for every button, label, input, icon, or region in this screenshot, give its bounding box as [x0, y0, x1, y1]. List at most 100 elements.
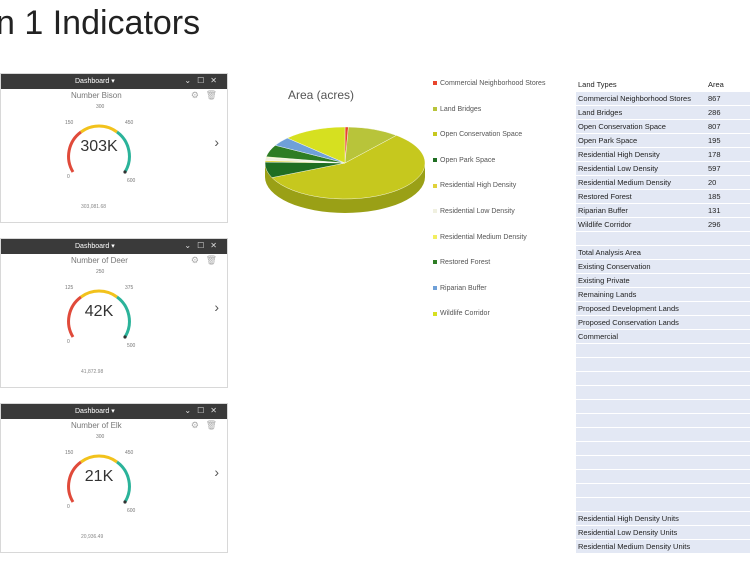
legend-item: Land Bridges: [433, 106, 481, 113]
legend-item: Commercial Neighborhood Stores: [433, 80, 545, 87]
legend-item: Open Conservation Space: [433, 131, 522, 138]
legend-swatch: [433, 234, 437, 239]
gauge-widget[interactable]: Dashboard ▾ ⌄☐✕ Number of Deer ⚙ 🗑 42K 2…: [0, 238, 228, 388]
cell-value: 597: [706, 162, 750, 174]
table-row: Open Park Space 195: [576, 134, 750, 148]
table-row: Existing Private: [576, 274, 750, 288]
cell-value: [706, 414, 750, 426]
legend-swatch: [433, 132, 437, 137]
chevron-right-icon[interactable]: ›: [214, 134, 219, 150]
table-header: Land Types Area: [576, 78, 750, 92]
close-icon[interactable]: ✕: [210, 241, 223, 250]
dashboard-dropdown[interactable]: Dashboard ▾: [75, 408, 115, 415]
trash-icon[interactable]: 🗑: [205, 90, 217, 100]
table-row: Restored Forest 185: [576, 190, 750, 204]
cell-label: Residential Low Density Units: [578, 528, 678, 537]
legend-label: Open Park Space: [440, 156, 496, 164]
chevron-right-icon[interactable]: ›: [214, 299, 219, 315]
trash-icon[interactable]: 🗑: [205, 420, 217, 430]
tick-max: 600: [127, 508, 136, 514]
cell-label: Proposed Conservation Lands: [578, 318, 679, 327]
minimize-icon[interactable]: ⌄: [184, 406, 198, 415]
gauge-value: 303K: [80, 138, 118, 155]
legend-label: Land Bridges: [440, 105, 482, 113]
cell-value: 131: [706, 204, 750, 216]
table-row: [576, 400, 750, 414]
legend-swatch: [433, 81, 437, 86]
cell-value: [706, 456, 750, 468]
cell-label: Riparian Buffer: [578, 206, 628, 215]
table-row: [576, 456, 750, 470]
cell-label: Remaining Lands: [578, 290, 637, 299]
gear-icon[interactable]: ⚙: [190, 420, 199, 430]
cell-label: Land Types: [578, 80, 617, 89]
chevron-right-icon[interactable]: ›: [214, 464, 219, 480]
tick-min: 0: [67, 339, 70, 345]
table-row: Existing Conservation: [576, 260, 750, 274]
table-row: [576, 358, 750, 372]
table-row: Wildlife Corridor 296: [576, 218, 750, 232]
table-row: [576, 372, 750, 386]
legend-swatch: [433, 209, 437, 214]
table-row: [576, 232, 750, 246]
cell-value: 195: [706, 134, 750, 146]
cell-label: Existing Private: [578, 276, 630, 285]
table-row: Commercial: [576, 330, 750, 344]
gauge-widget[interactable]: Dashboard ▾ ⌄☐✕ Number of Elk ⚙ 🗑 21K 30…: [0, 403, 228, 553]
legend-label: Residential Medium Density: [440, 233, 527, 241]
legend-swatch: [433, 311, 437, 316]
tick-low: 125: [65, 285, 74, 291]
cell-value: 807: [706, 120, 750, 132]
raw-value: 41,872.98: [81, 369, 104, 375]
gear-icon[interactable]: ⚙: [190, 255, 199, 265]
table-row: Residential Low Density 597: [576, 162, 750, 176]
cell-value: [706, 442, 750, 454]
close-icon[interactable]: ✕: [210, 406, 223, 415]
table-row: Open Conservation Space 807: [576, 120, 750, 134]
table-row: Residential Low Density Units: [576, 526, 750, 540]
gauge-widget[interactable]: Dashboard ▾ ⌄☐✕ Number Bison ⚙ 🗑 303K 30…: [0, 73, 228, 223]
table-row: Residential High Density Units: [576, 512, 750, 526]
maximize-icon[interactable]: ☐: [197, 241, 211, 250]
legend-label: Residential Low Density: [440, 208, 515, 215]
minimize-icon[interactable]: ⌄: [184, 241, 198, 250]
widget-header: Dashboard ▾ ⌄☐✕: [1, 404, 227, 419]
trash-icon[interactable]: 🗑: [205, 255, 217, 265]
cell-value: [706, 330, 750, 342]
cell-label: Land Bridges: [578, 108, 623, 117]
cell-value: 286: [706, 106, 750, 118]
cell-value: 296: [706, 218, 750, 230]
cell-value: [706, 484, 750, 496]
tick-mid: 250: [96, 269, 105, 275]
tick-high: 450: [125, 120, 134, 126]
legend-label: Residential High Density: [440, 182, 517, 190]
cell-label: Restored Forest: [578, 192, 632, 201]
cell-value: [706, 302, 750, 314]
legend-swatch: [433, 183, 437, 188]
tick-low: 150: [65, 450, 74, 456]
widget-name: Number of Elk: [71, 421, 122, 430]
cell-value: [706, 260, 750, 272]
cell-value: [706, 540, 750, 552]
gear-icon[interactable]: ⚙: [190, 90, 199, 100]
legend-swatch: [433, 285, 437, 290]
widget-header: Dashboard ▾ ⌄☐✕: [1, 239, 227, 254]
tick-low: 150: [65, 120, 74, 126]
cell-value: 185: [706, 190, 750, 202]
close-icon[interactable]: ✕: [210, 76, 223, 85]
table-row: Riparian Buffer 131: [576, 204, 750, 218]
dashboard-dropdown[interactable]: Dashboard ▾: [75, 78, 115, 85]
dashboard-dropdown[interactable]: Dashboard ▾: [75, 243, 115, 250]
legend-label: Commercial Neighborhood Stores: [440, 80, 546, 87]
minimize-icon[interactable]: ⌄: [184, 76, 198, 85]
maximize-icon[interactable]: ☐: [197, 406, 211, 415]
page-title: n 1 Indicators: [0, 4, 201, 42]
tick-min: 0: [67, 174, 70, 180]
cell-value: [706, 526, 750, 538]
maximize-icon[interactable]: ☐: [197, 76, 211, 85]
table-row: [576, 428, 750, 442]
cell-label: Residential High Density: [578, 150, 660, 159]
raw-value: 20,936.49: [81, 534, 104, 540]
cell-value: 867: [706, 92, 750, 104]
table-row: Proposed Development Lands: [576, 302, 750, 316]
